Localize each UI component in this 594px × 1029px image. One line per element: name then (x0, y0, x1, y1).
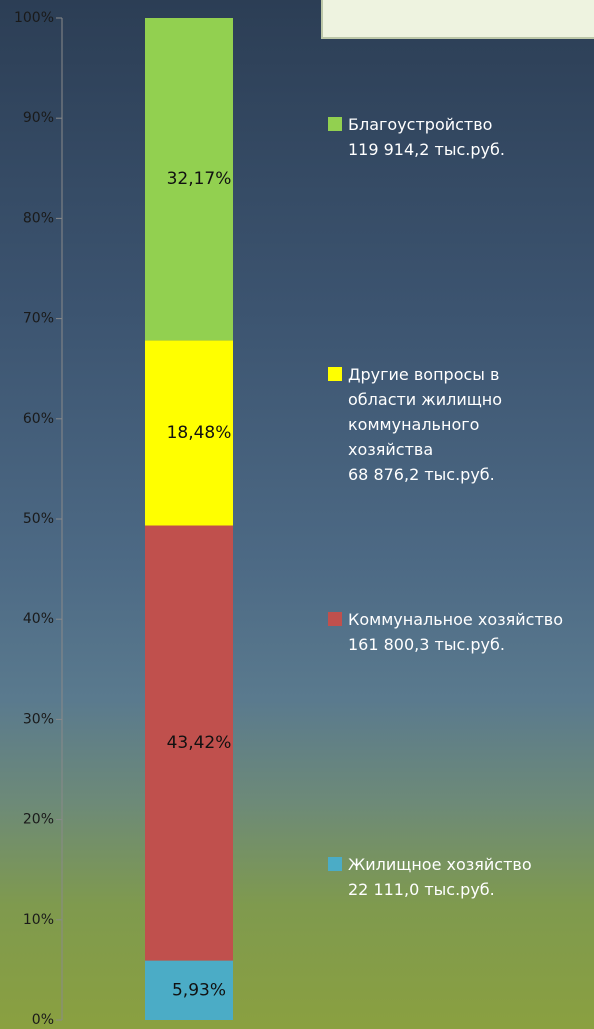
legend-label: Благоустройство (348, 115, 493, 134)
y-tick-label: 0% (32, 1012, 54, 1028)
bar-segment (145, 525, 233, 961)
y-tick-label: 10% (23, 912, 54, 928)
legend-item: Другие вопросы в области жилищно коммуна… (328, 362, 590, 487)
legend-amount: 68 876,2 тыс.руб. (348, 465, 495, 484)
legend-item: Благоустройство 119 914,2 тыс.руб. (328, 112, 590, 162)
legend-amount: 22 111,0 тыс.руб. (348, 880, 495, 899)
bar-segment (145, 18, 233, 341)
legend-swatch (328, 612, 342, 626)
legend-swatch (328, 117, 342, 131)
legend-label: Другие вопросы в области жилищно коммуна… (348, 365, 503, 459)
legend-item: Коммунальное хозяйство 161 800,3 тыс.руб. (328, 607, 590, 657)
y-tick-label: 40% (23, 611, 54, 627)
legend-label: Жилищное хозяйство (348, 855, 532, 874)
legend-amount: 119 914,2 тыс.руб. (348, 140, 505, 159)
value-label: 43,42% (167, 733, 232, 753)
legend-swatch (328, 857, 342, 871)
y-tick-label: 60% (23, 411, 54, 427)
legend-amount: 161 800,3 тыс.руб. (348, 635, 505, 654)
y-tick-label: 70% (23, 311, 54, 327)
y-tick-label: 30% (23, 711, 54, 727)
value-label: 5,93% (172, 980, 226, 1000)
bar-segment (145, 960, 233, 1020)
y-tick-label: 20% (23, 812, 54, 828)
bar-segment (145, 340, 233, 526)
y-tick-label: 100% (14, 10, 54, 26)
legend-swatch (328, 367, 342, 381)
legend-item: Жилищное хозяйство 22 111,0 тыс.руб. (328, 852, 590, 902)
value-label: 32,17% (167, 169, 232, 189)
y-tick-label: 90% (23, 110, 54, 126)
top-box (321, 0, 594, 39)
legend-label: Коммунальное хозяйство (348, 610, 563, 629)
y-tick-label: 50% (23, 511, 54, 527)
y-tick-label: 80% (23, 210, 54, 226)
value-label: 18,48% (167, 423, 232, 443)
